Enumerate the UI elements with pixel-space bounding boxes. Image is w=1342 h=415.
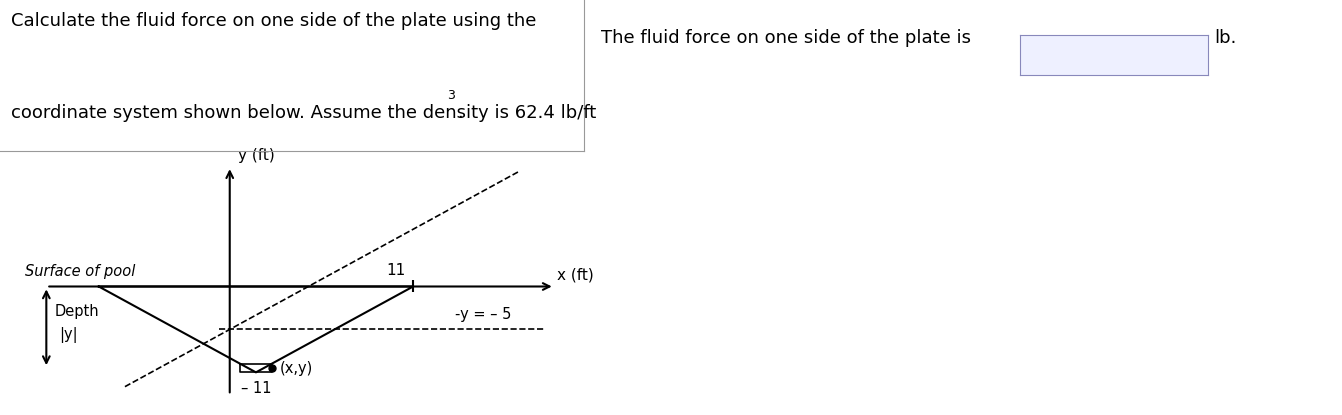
Text: 3: 3 bbox=[447, 89, 455, 102]
Text: Calculate the fluid force on one side of the plate using the: Calculate the fluid force on one side of… bbox=[11, 12, 535, 30]
Text: .: . bbox=[458, 104, 463, 122]
Text: coordinate system shown below. Assume the density is 62.4 lb/ft: coordinate system shown below. Assume th… bbox=[11, 104, 596, 122]
Text: – 11: – 11 bbox=[240, 381, 271, 396]
Text: Surface of pool: Surface of pool bbox=[25, 264, 136, 279]
Text: Depth: Depth bbox=[54, 304, 99, 319]
Text: 11: 11 bbox=[386, 264, 405, 278]
Text: The fluid force on one side of the plate is: The fluid force on one side of the plate… bbox=[601, 29, 972, 47]
Text: (x,y): (x,y) bbox=[279, 361, 313, 376]
Text: x (ft): x (ft) bbox=[557, 267, 595, 282]
Text: y (ft): y (ft) bbox=[238, 149, 274, 164]
Text: -y = – 5: -y = – 5 bbox=[455, 307, 511, 322]
Text: lb.: lb. bbox=[1215, 29, 1237, 47]
Text: |y|: |y| bbox=[59, 327, 78, 342]
